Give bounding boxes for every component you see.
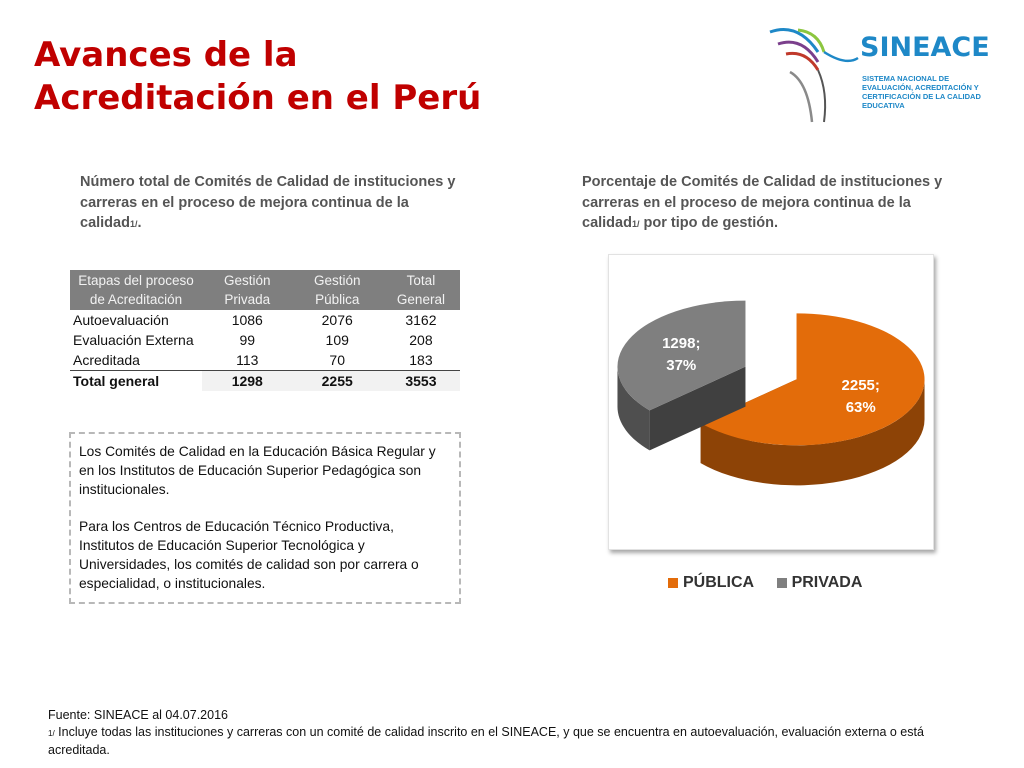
table-row: Acreditada 113 70 183 <box>70 350 460 371</box>
pie-chart-frame: 2255; 63% 1298; 37% <box>608 254 934 550</box>
table-total-row: Total general 1298 2255 3553 <box>70 370 460 391</box>
row-label: Evaluación Externa <box>73 332 194 348</box>
logo-name: SINEACE <box>860 32 990 63</box>
chart-heading-end: por tipo de gestión. <box>639 215 779 231</box>
legend-label-publica: PÚBLICA <box>683 574 755 591</box>
cell-public: 2076 <box>321 312 353 328</box>
pie-data-label: 37% <box>666 357 696 374</box>
pie-slice-privada <box>617 300 746 451</box>
table-heading: Número total de Comités de Calidad de in… <box>80 172 460 235</box>
footnote-mark: 1/ <box>48 729 55 738</box>
pie-data-label: 63% <box>846 399 876 416</box>
logo-subtitle: SISTEMA NACIONAL DE EVALUACIÓN, ACREDITA… <box>862 74 981 110</box>
footnote-text: Incluye todas las instituciones y carrer… <box>48 725 924 757</box>
info-note-box: Los Comités de Calidad en la Educación B… <box>69 432 461 604</box>
table-heading-text: Número total de Comités de Calidad de in… <box>80 174 456 231</box>
source-line: Fuente: SINEACE al 04.07.2016 <box>48 708 228 722</box>
legend-swatch-publica <box>668 578 678 588</box>
cell-total: 208 <box>409 332 433 348</box>
footer: Fuente: SINEACE al 04.07.2016 1/ Incluye… <box>48 707 988 759</box>
chart-legend: PÚBLICA PRIVADA <box>668 574 880 593</box>
cell-public: 70 <box>329 352 345 368</box>
cell-private: 1086 <box>231 312 263 328</box>
title-line-1: Avances de la <box>34 35 298 75</box>
legend-item-privada: PRIVADA <box>776 574 863 592</box>
committees-table: Etapas del proceso de Acreditación Gesti… <box>70 270 460 391</box>
pie-data-label: 2255; <box>842 377 880 394</box>
col-header-stage: Etapas del proceso de Acreditación <box>70 270 202 310</box>
note-paragraph-2: Para los Centros de Educación Técnico Pr… <box>79 519 419 591</box>
legend-label-privada: PRIVADA <box>791 574 863 591</box>
legend-item-publica: PÚBLICA <box>668 574 754 592</box>
cell-private: 113 <box>236 352 259 368</box>
footnote-ref: 1/ <box>129 219 138 229</box>
table-heading-end: . <box>137 215 142 231</box>
col-header-public: Gestión Pública <box>292 270 382 310</box>
chart-heading: Porcentaje de Comités de Calidad de inst… <box>582 172 962 235</box>
cell-total: 3162 <box>405 312 437 328</box>
footnote-ref: 1/ <box>631 219 640 229</box>
cell-private: 99 <box>239 332 256 348</box>
total-private: 1298 <box>202 370 293 391</box>
col-header-private: Gestión Privada <box>202 270 293 310</box>
col-header-total: Total General <box>381 270 460 310</box>
cell-total: 183 <box>409 352 433 368</box>
table-row: Autoevaluación 1086 2076 3162 <box>70 310 460 330</box>
cell-public: 109 <box>325 332 349 348</box>
table-header-row: Etapas del proceso de Acreditación Gesti… <box>70 270 460 310</box>
row-label: Autoevaluación <box>73 312 169 328</box>
total-label: Total general <box>70 370 202 391</box>
pie-slice-pblica <box>700 313 925 486</box>
legend-swatch-privada <box>776 578 787 588</box>
table-row: Evaluación Externa 99 109 208 <box>70 330 460 350</box>
bird-icon <box>769 28 859 123</box>
row-label: Acreditada <box>73 352 140 368</box>
chart-heading-text: Porcentaje de Comités de Calidad de inst… <box>582 174 943 231</box>
sineace-logo: SINEACE SISTEMA NACIONAL DE EVALUACIÓN, … <box>768 22 998 130</box>
pie-data-label: 1298; <box>662 335 700 352</box>
note-paragraph-1: Los Comités de Calidad en la Educación B… <box>79 444 436 497</box>
title-line-2: Acreditación en el Perú <box>34 78 482 118</box>
total-public: 2255 <box>292 370 382 391</box>
pie-chart: 2255; 63% 1298; 37% <box>617 300 925 486</box>
page-title: Avances de la Acreditación en el Perú <box>34 34 481 120</box>
total-general: 3553 <box>381 370 460 391</box>
footnote: 1/ Incluye todas las instituciones y car… <box>48 724 988 759</box>
